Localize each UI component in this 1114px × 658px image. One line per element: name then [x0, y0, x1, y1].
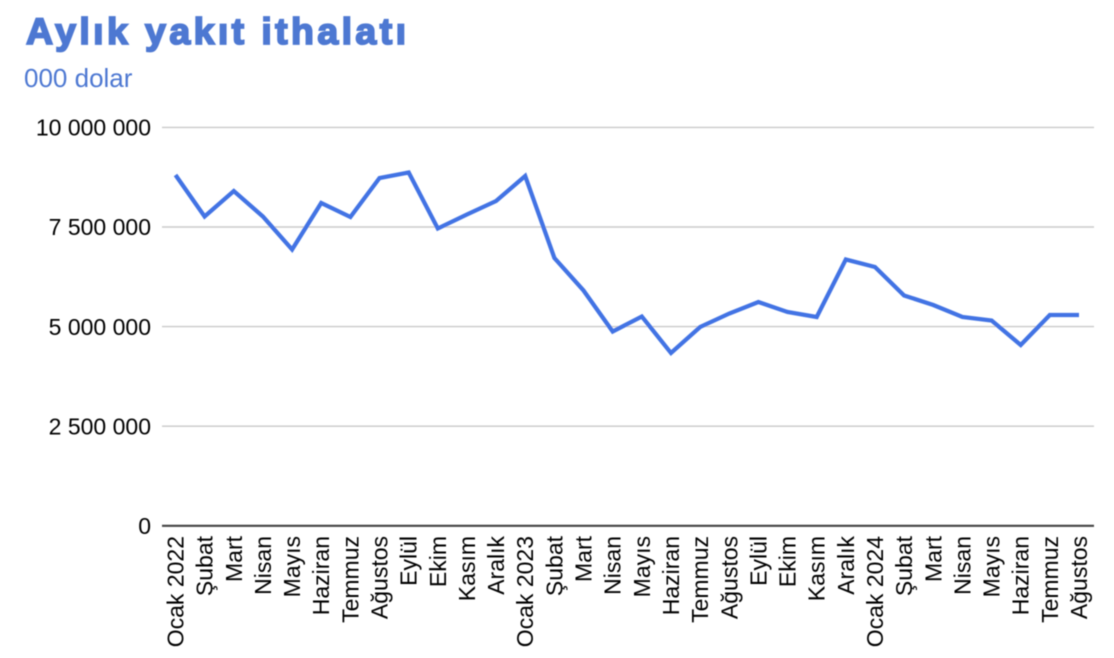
svg-text:Temmuz: Temmuz — [1037, 536, 1063, 623]
svg-text:Mart: Mart — [221, 535, 247, 582]
svg-text:000 dolar: 000 dolar — [24, 63, 133, 93]
svg-text:7 500 000: 7 500 000 — [49, 214, 151, 240]
svg-text:Mayıs: Mayıs — [979, 536, 1005, 597]
svg-text:Şubat: Şubat — [541, 535, 567, 596]
svg-text:Eylül: Eylül — [745, 536, 771, 586]
svg-text:Ağustos: Ağustos — [716, 536, 742, 619]
svg-text:Temmuz: Temmuz — [687, 536, 713, 623]
svg-text:Mayıs: Mayıs — [629, 536, 655, 597]
svg-text:Şubat: Şubat — [192, 535, 218, 596]
svg-text:Mart: Mart — [571, 535, 597, 582]
svg-text:Kasım: Kasım — [454, 536, 480, 601]
svg-text:Nisan: Nisan — [600, 536, 626, 595]
svg-text:Ocak 2022: Ocak 2022 — [163, 536, 189, 647]
svg-text:Ocak 2024: Ocak 2024 — [862, 536, 888, 647]
svg-text:Mayıs: Mayıs — [279, 536, 305, 597]
svg-text:Ekim: Ekim — [775, 536, 801, 587]
svg-text:Haziran: Haziran — [1008, 536, 1034, 615]
svg-text:Nisan: Nisan — [949, 536, 975, 595]
svg-text:Ocak 2023: Ocak 2023 — [512, 536, 538, 647]
svg-text:Aralık: Aralık — [833, 536, 859, 595]
svg-text:Aylık yakıt ithalatı: Aylık yakıt ithalatı — [26, 10, 409, 52]
svg-text:Ağustos: Ağustos — [367, 536, 393, 619]
svg-text:Haziran: Haziran — [658, 536, 684, 615]
svg-text:Aralık: Aralık — [483, 536, 509, 595]
svg-text:Kasım: Kasım — [804, 536, 830, 601]
svg-text:5 000 000: 5 000 000 — [49, 314, 151, 340]
svg-text:2 500 000: 2 500 000 — [49, 413, 151, 439]
svg-text:Mart: Mart — [920, 535, 946, 582]
svg-text:Haziran: Haziran — [308, 536, 334, 615]
svg-text:Şubat: Şubat — [891, 535, 917, 596]
svg-text:0: 0 — [138, 513, 151, 539]
svg-text:Ağustos: Ağustos — [1066, 536, 1092, 619]
svg-text:Temmuz: Temmuz — [337, 536, 363, 623]
svg-text:Nisan: Nisan — [250, 536, 276, 595]
svg-text:10 000 000: 10 000 000 — [36, 115, 151, 141]
svg-text:Ekim: Ekim — [425, 536, 451, 587]
svg-text:Eylül: Eylül — [396, 536, 422, 586]
